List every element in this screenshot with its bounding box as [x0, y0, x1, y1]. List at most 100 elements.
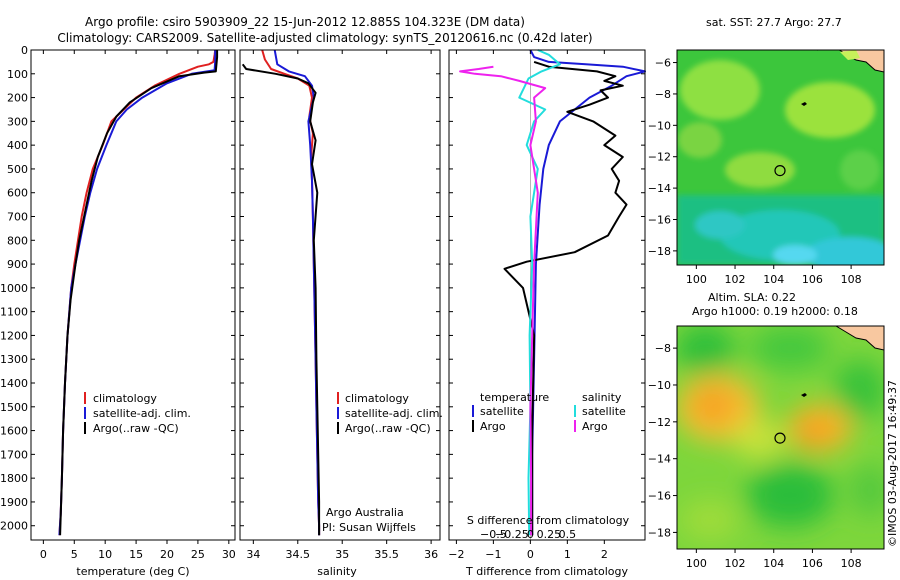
depth-tick-label: 1500	[0, 401, 28, 414]
temperature-series-argo	[59, 50, 219, 536]
sst-map-lat-tick-label: −8	[655, 88, 671, 101]
salinity-series-satellite	[273, 49, 321, 536]
salinity-panel: 34 34.5 35 35.5 36 salinity climatology sate…	[239, 49, 443, 578]
depth-tick-label: 600	[7, 187, 28, 200]
difference-xtick-label: −1	[485, 548, 501, 561]
temperature-legend-satellite: satellite-adj. clim.	[93, 407, 191, 420]
figure-title-line1: Argo profile: csiro 5903909_22 15-Jun-20…	[85, 15, 525, 29]
sla-map-lat-tick-label: −14	[648, 453, 671, 466]
depth-tick-label: 1100	[0, 306, 28, 319]
difference-top-tick-label: 0.5	[559, 528, 577, 541]
temperature-legend: climatology satellite-adj. clim. Argo(..…	[84, 392, 191, 435]
depth-tick-label: 400	[7, 139, 28, 152]
sla-map-lat-tick-label: −16	[648, 490, 671, 503]
salinity-xtick-label: 35.5	[374, 548, 399, 561]
sla-map-lat-tick-label: −12	[648, 416, 671, 429]
depth-tick-label: 1600	[0, 425, 28, 438]
depth-tick-label: 1200	[0, 329, 28, 342]
sla-map-title-line1: Altim. SLA: 0.22	[708, 291, 796, 304]
temperature-xtick-label: 15	[129, 548, 143, 561]
sst-map-lon-tick-label: 102	[725, 273, 746, 286]
depth-tick-label: 1300	[0, 353, 28, 366]
temperature-series-satellite	[58, 50, 217, 536]
sst-map-lon-tick-label: 100	[686, 273, 707, 286]
temperature-legend-argo: Argo(..raw -QC)	[93, 422, 179, 435]
difference-top-tick-label: 0.25	[537, 528, 562, 541]
difference-xtick-label: 2	[601, 548, 608, 561]
difference-series-t-satellite	[529, 49, 646, 536]
depth-tick-label: 100	[7, 68, 28, 81]
salinity-series-argo	[241, 63, 321, 536]
depth-tick-label: 1900	[0, 496, 28, 509]
salinity-legend-satellite: satellite-adj. clim.	[345, 407, 443, 420]
salinity-plot-frame	[239, 49, 441, 541]
sla-map-lat-tick-label: −10	[648, 379, 671, 392]
depth-tick-label: 1000	[0, 282, 28, 295]
difference-legend-salinity-header: salinity	[582, 391, 622, 404]
sst-map-lon-tick-label: 108	[841, 273, 862, 286]
sla-map-title-line2: Argo h1000: 0.19 h2000: 0.18	[692, 305, 858, 318]
difference-xtick-label: −2	[448, 548, 464, 561]
salinity-legend-climatology: climatology	[345, 392, 409, 405]
difference-plot-frame	[448, 49, 646, 541]
salinity-xtick-label: 36	[424, 548, 438, 561]
sst-map-lat-tick-label: −6	[655, 57, 671, 70]
sst-map-title: sat. SST: 27.7 Argo: 27.7	[706, 16, 842, 29]
depth-tick-label: 900	[7, 258, 28, 271]
difference-legend-s-satellite: satellite	[582, 405, 626, 418]
depth-tick-label: 700	[7, 211, 28, 224]
imos-timestamp-stamp: ©IMOS 03-Aug-2017 16:49:37	[886, 380, 899, 547]
sst-map-lat-tick-label: −14	[648, 182, 671, 195]
temperature-xtick-label: 10	[98, 548, 112, 561]
difference-panel: −2 −1 0 1 2−0.5−0.250 0.250.5 T difference fr…	[448, 49, 646, 578]
sla-map-lat-tick-label: −18	[648, 526, 671, 539]
salinity-xtick-label: 34.5	[286, 548, 311, 561]
depth-tick-label: 500	[7, 163, 28, 176]
temperature-xtick-label: 5	[71, 548, 78, 561]
temperature-xlabel: temperature (deg C)	[76, 565, 189, 578]
difference-legend-temperature-header: temperature	[480, 391, 549, 404]
depth-tick-label: 1400	[0, 377, 28, 390]
temperature-xtick-label: 25	[191, 548, 205, 561]
sla-map-argo-position-marker	[774, 432, 786, 444]
temperature-xtick-label: 0	[40, 548, 47, 561]
sst-map-lon-tick-label: 106	[802, 273, 823, 286]
depth-tick-label: 1800	[0, 472, 28, 485]
temperature-series-climatology	[58, 49, 217, 536]
sst-map-lat-tick-label: −12	[648, 151, 671, 164]
depth-tick-label: 800	[7, 234, 28, 247]
sst-map-frame	[676, 49, 885, 266]
sst-map-lat-tick-label: −10	[648, 119, 671, 132]
sst-map-lon-tick-label: 104	[763, 273, 784, 286]
salinity-legend-argo: Argo(..raw -QC)	[345, 422, 431, 435]
sla-map-lat-tick-label: −8	[655, 342, 671, 355]
figure-title-line2: Climatology: CARS2009. Satellite-adjuste…	[57, 31, 592, 45]
temperature-plot-frame	[30, 49, 236, 541]
temperature-legend-climatology: climatology	[93, 392, 157, 405]
difference-top-tick-label: −0.5	[480, 528, 507, 541]
difference-top-tick-label: −0.25	[495, 528, 529, 541]
temperature-xtick-label: 20	[160, 548, 174, 561]
difference-xlabel-top: S difference from climatology	[467, 514, 630, 527]
difference-top-tick-label: 0	[527, 528, 534, 541]
salinity-annotation-pi: PI: Susan Wijffels	[322, 521, 416, 534]
sst-map-lat-tick-label: −16	[648, 213, 671, 226]
temperature-panel: 0 5 10 15 20 25 300100200300400500600700800900…	[0, 44, 236, 578]
difference-series-t-argo	[503, 60, 628, 536]
sla-map-lon-tick-label: 104	[763, 557, 784, 570]
difference-legend-t-argo: Argo	[480, 420, 506, 433]
sst-map-lat-tick-label: −18	[648, 245, 671, 258]
sst-map-panel: sat. SST: 27.7 Argo: 27.7 100 102 104 106 10…	[648, 16, 885, 286]
difference-legend-s-argo: Argo	[582, 420, 608, 433]
temperature-xtick-label: 30	[222, 548, 236, 561]
depth-tick-label: 0	[21, 44, 28, 57]
depth-tick-label: 2000	[0, 520, 28, 533]
salinity-legend: climatology satellite-adj. clim. Argo(..…	[337, 392, 443, 435]
difference-xtick-label: 1	[564, 548, 571, 561]
difference-xtick-label: 0	[527, 548, 534, 561]
depth-tick-label: 200	[7, 92, 28, 105]
difference-series-s-argo	[459, 65, 547, 536]
depth-tick-label: 1700	[0, 448, 28, 461]
salinity-xtick-label: 34	[246, 548, 260, 561]
